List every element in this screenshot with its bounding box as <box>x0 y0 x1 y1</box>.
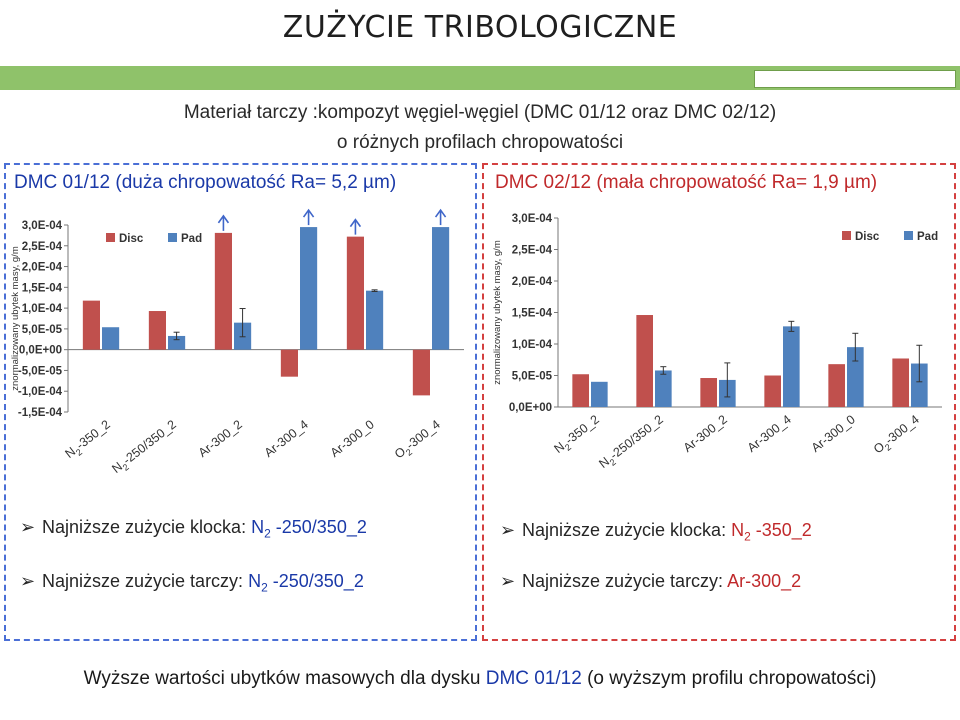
y-tick-label: -1,5E-04 <box>18 407 63 419</box>
pad-bar <box>847 347 864 407</box>
overflow-arrow-head-icon <box>434 208 447 218</box>
y-tick-label: 2,0E-04 <box>512 276 553 288</box>
decorative-box <box>754 70 956 88</box>
disc-bar <box>412 349 430 396</box>
pad-bar <box>911 363 928 407</box>
legend-swatch <box>842 231 851 240</box>
left-panel-title: DMC 01/12 (duża chropowatość Ra= 5,2 µm) <box>14 172 397 193</box>
left-bullet-2: ➢ Najniższe zużycie tarczy: N2 -250/350_2 <box>20 571 364 595</box>
legend-swatch <box>904 231 913 240</box>
bottom-note-suffix: (o wyższym profilu chropowatości) <box>581 668 877 689</box>
bottom-note-highlight: DMC 01/12 <box>485 668 582 689</box>
right-bullet-1-value: N2 -350_2 <box>731 520 812 544</box>
disc-bar <box>828 364 845 407</box>
subtitle-line-2: o różnych profilach chropowatości <box>336 132 624 153</box>
chart-background <box>486 205 948 488</box>
y-tick-label: 3,0E-04 <box>22 220 63 232</box>
right-bullet-2: ➢ Najniższe zużycie tarczy: Ar-300_2 <box>500 571 801 592</box>
left-bullet-1-value: N2 -250/350_2 <box>251 517 367 541</box>
right-bullet-1: ➢ Najniższe zużycie klocka: N2 -350_2 <box>500 520 812 544</box>
overflow-arrow-head-icon <box>302 208 315 218</box>
y-tick-label: 5,0E-05 <box>22 324 63 336</box>
bottom-note-prefix: Wyższe wartości ubytków masowych dla dys… <box>83 668 486 689</box>
right-panel-title: DMC 02/12 (mała chropowatość Ra= 1,9 µm) <box>495 172 878 193</box>
right-bullet-2-label: Najniższe zużycie tarczy: <box>522 571 728 591</box>
y-tick-label: 1,0E-04 <box>22 303 63 315</box>
pad-bar <box>366 290 384 350</box>
pad-bar <box>783 326 800 407</box>
y-tick-label: 1,5E-04 <box>512 308 553 320</box>
disc-bar <box>892 358 909 407</box>
disc-bar <box>82 300 100 350</box>
disc-bar <box>764 375 781 407</box>
y-axis-label: znormalizowany ubytek masy, g/m <box>492 240 503 385</box>
arrow-bullet-icon: ➢ <box>500 571 516 591</box>
y-axis-label: znormalizowany ubytek masy, g/m <box>10 246 21 391</box>
overflow-arrow-head-icon <box>217 214 230 224</box>
y-tick-label: 1,0E-04 <box>512 339 553 351</box>
y-tick-label: 2,0E-04 <box>22 262 63 274</box>
disc-bar <box>572 374 589 407</box>
left-bullet-1-label: Najniższe zużycie klocka: <box>42 517 252 537</box>
legend-label: Disc <box>855 231 880 243</box>
y-tick-label: 2,5E-04 <box>22 241 63 253</box>
left-bullet-1: ➢ Najniższe zużycie klocka: N2 -250/350_2 <box>20 517 367 541</box>
disc-bar <box>636 315 653 407</box>
disc-bar <box>214 232 232 350</box>
arrow-bullet-icon: ➢ <box>20 517 36 537</box>
y-tick-label: 5,0E-05 <box>512 371 553 383</box>
right-panel <box>482 163 956 641</box>
right-chart: znormalizowany ubytek masy, g/m 0,0E+00 5,… <box>486 205 948 488</box>
disc-bar <box>280 349 298 377</box>
pad-bar <box>168 335 186 350</box>
arrow-bullet-icon: ➢ <box>20 571 36 591</box>
page-title: ZUŻYCIE TRIBOLOGICZNE <box>282 10 678 45</box>
disc-bar <box>346 236 364 350</box>
pad-bar <box>591 381 608 407</box>
arrow-bullet-icon: ➢ <box>500 520 516 540</box>
pad-bar <box>655 370 672 407</box>
legend-label: Pad <box>181 233 202 245</box>
pad-bar <box>102 327 120 350</box>
bottom-note: Wyższe wartości ubytków masowych dla dys… <box>0 668 960 690</box>
legend-label: Disc <box>119 233 144 245</box>
y-tick-label: 2,5E-04 <box>512 245 553 257</box>
left-bullet-2-value: N2 -250/350_2 <box>248 571 364 595</box>
left-panel <box>4 163 477 641</box>
y-tick-label: -1,0E-04 <box>18 386 63 398</box>
subtitle-line-1: Materiał tarczy :kompozyt węgiel-węgiel … <box>183 102 777 123</box>
y-tick-label: 1,5E-04 <box>22 282 63 294</box>
left-bullet-2-label: Najniższe zużycie tarczy: <box>42 571 249 591</box>
right-bullet-1-label: Najniższe zużycie klocka: <box>522 520 732 540</box>
pad-bar <box>432 227 450 350</box>
legend-label: Pad <box>917 231 938 243</box>
y-tick-label: 3,0E-04 <box>512 213 553 225</box>
overflow-arrow-head-icon <box>349 218 362 228</box>
disc-bar <box>148 311 166 350</box>
legend-swatch <box>106 233 115 242</box>
left-chart: znormalizowany ubytek masy, g/m -1,5E-04 -… <box>8 205 470 488</box>
y-tick-label: 0,0E+00 <box>19 345 62 357</box>
y-tick-label: -5,0E-05 <box>18 365 63 377</box>
legend-swatch <box>168 233 177 242</box>
disc-bar <box>700 378 717 407</box>
right-bullet-2-value: Ar-300_2 <box>727 571 802 591</box>
pad-bar <box>300 227 318 350</box>
y-tick-label: 0,0E+00 <box>509 402 552 414</box>
